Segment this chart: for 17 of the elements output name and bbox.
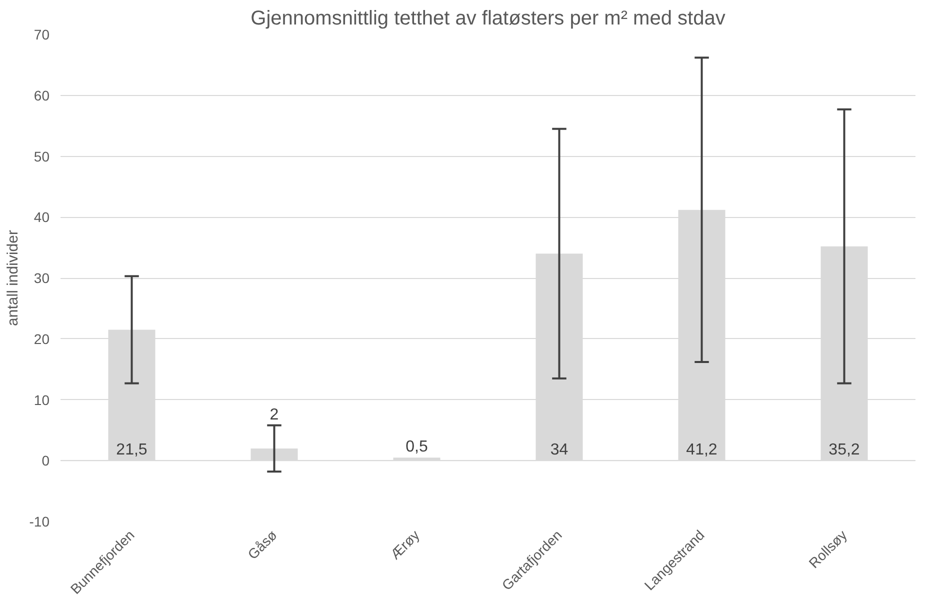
y-tick-label: 30	[34, 270, 50, 286]
data-label: 21,5	[116, 442, 148, 459]
data-label: 41,2	[686, 442, 718, 459]
data-label: 35,2	[828, 442, 860, 459]
data-label: 2	[270, 406, 279, 424]
data-label: 34	[550, 442, 568, 459]
y-tick-label: 50	[34, 148, 50, 164]
y-axis-title: antall individer	[4, 230, 22, 326]
y-tick-label: -10	[29, 514, 50, 530]
y-tick-label: 0	[42, 452, 50, 469]
data-label: 0,5	[406, 438, 428, 456]
y-tick-label: 20	[34, 330, 50, 347]
y-tick-label: 10	[34, 392, 50, 408]
y-tick-label: 60	[34, 87, 50, 104]
y-tick-label: 70	[34, 26, 50, 42]
y-tick-label: 40	[34, 209, 50, 226]
chart-title: Gjennomsnittlig tetthet av flatøsters per m² med stdav	[250, 8, 726, 30]
